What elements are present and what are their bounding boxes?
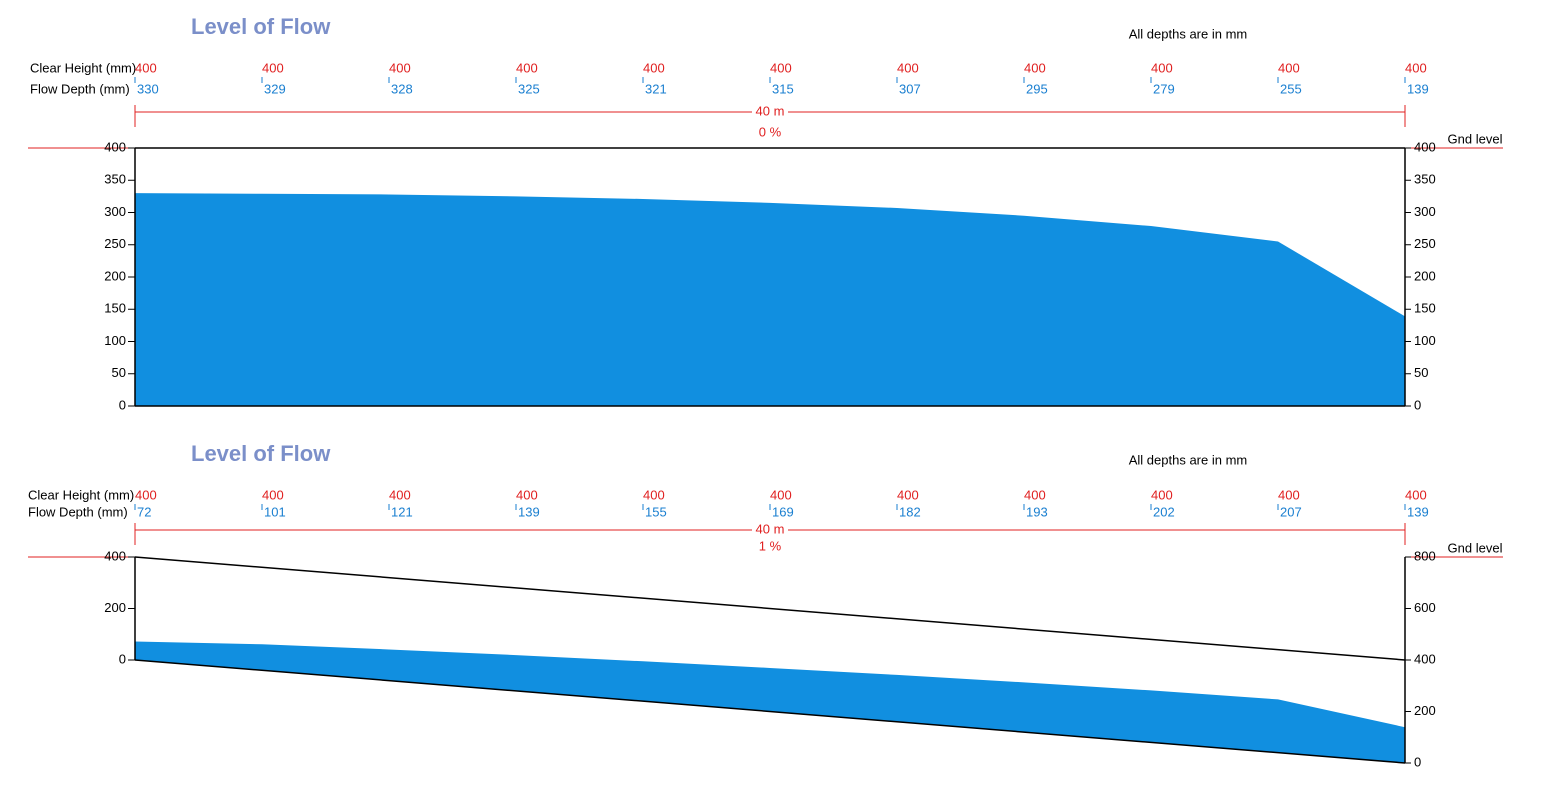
- slope-label: 0 %: [759, 124, 782, 139]
- flow-depth: 307: [899, 81, 921, 96]
- flow-depth: 325: [518, 81, 540, 96]
- clear-height: 400: [516, 487, 538, 502]
- clear-height: 400: [262, 487, 284, 502]
- flow-depth: 169: [772, 504, 794, 519]
- ground-label: Gnd level: [1448, 131, 1503, 146]
- clear-height: 400: [1151, 60, 1173, 75]
- flow-depth: 255: [1280, 81, 1302, 96]
- y-tick-label: 0: [119, 397, 126, 412]
- clear-height: 400: [389, 487, 411, 502]
- y-tick-label: 0: [119, 651, 126, 666]
- y-tick-label: 250: [104, 236, 126, 251]
- flow-depth: 279: [1153, 81, 1175, 96]
- clear-height: 400: [1024, 60, 1046, 75]
- y-tick-label: 400: [104, 139, 126, 154]
- flow-depth: 207: [1280, 504, 1302, 519]
- flow-depth: 328: [391, 81, 413, 96]
- clear-height: 400: [770, 487, 792, 502]
- y2-tick-label: 200: [1414, 268, 1436, 283]
- flow-depth: 139: [1407, 81, 1429, 96]
- clear-height: 400: [1278, 60, 1300, 75]
- clear-height: 400: [897, 487, 919, 502]
- flow-depth: 315: [772, 81, 794, 96]
- y2-tick-label: 400: [1414, 139, 1436, 154]
- row-label: Clear Height (mm): [30, 60, 136, 75]
- flow-area: [135, 641, 1405, 763]
- y-tick-label: 150: [104, 301, 126, 316]
- clear-height: 400: [1405, 60, 1427, 75]
- y2-tick-label: 800: [1414, 548, 1436, 563]
- y2-tick-label: 100: [1414, 333, 1436, 348]
- clear-height: 400: [770, 60, 792, 75]
- flow-depth: 295: [1026, 81, 1048, 96]
- depth-note: All depths are in mm: [1129, 26, 1248, 41]
- y2-tick-label: 250: [1414, 236, 1436, 251]
- slope-label: 1 %: [759, 538, 782, 553]
- clear-height: 400: [1278, 487, 1300, 502]
- clear-height: 400: [897, 60, 919, 75]
- flow-depth: 193: [1026, 504, 1048, 519]
- y2-tick-label: 400: [1414, 651, 1436, 666]
- y2-tick-label: 150: [1414, 301, 1436, 316]
- flow-depth: 321: [645, 81, 667, 96]
- flow-depth: 155: [645, 504, 667, 519]
- flow-depth: 330: [137, 81, 159, 96]
- clear-height: 400: [643, 487, 665, 502]
- y2-tick-label: 300: [1414, 204, 1436, 219]
- flow-area: [135, 193, 1405, 406]
- pipe-invert: [134, 659, 1406, 764]
- length-label: 40 m: [756, 521, 785, 536]
- y-tick-label: 400: [104, 548, 126, 563]
- y2-tick-label: 0: [1414, 754, 1421, 769]
- row-label: Flow Depth (mm): [28, 504, 128, 519]
- y2-tick-label: 350: [1414, 172, 1436, 187]
- y-tick-label: 100: [104, 333, 126, 348]
- flow-depth: 101: [264, 504, 286, 519]
- y-tick-label: 200: [104, 600, 126, 615]
- flow-depth: 202: [1153, 504, 1175, 519]
- clear-height: 400: [389, 60, 411, 75]
- flow-depth: 329: [264, 81, 286, 96]
- y-tick-label: 50: [112, 365, 126, 380]
- clear-height: 400: [262, 60, 284, 75]
- panel-title: Level of Flow: [191, 14, 331, 39]
- ground-label: Gnd level: [1448, 540, 1503, 555]
- y-tick-label: 350: [104, 172, 126, 187]
- clear-height: 400: [135, 487, 157, 502]
- flow-depth: 121: [391, 504, 413, 519]
- clear-height: 400: [516, 60, 538, 75]
- y-tick-label: 300: [104, 204, 126, 219]
- pipe-crown: [134, 556, 1406, 661]
- length-label: 40 m: [756, 103, 785, 118]
- y2-tick-label: 0: [1414, 397, 1421, 412]
- label-bg: [752, 522, 788, 538]
- y-tick-label: 200: [104, 268, 126, 283]
- flow-depth: 72: [137, 504, 151, 519]
- clear-height: 400: [1405, 487, 1427, 502]
- y2-tick-label: 600: [1414, 600, 1436, 615]
- clear-height: 400: [1151, 487, 1173, 502]
- flow-depth: 139: [518, 504, 540, 519]
- panel-title: Level of Flow: [191, 441, 331, 466]
- label-bg: [752, 104, 788, 120]
- flow-depth: 182: [899, 504, 921, 519]
- clear-height: 400: [135, 60, 157, 75]
- flow-depth: 139: [1407, 504, 1429, 519]
- row-label: Flow Depth (mm): [30, 81, 130, 96]
- row-label: Clear Height (mm): [28, 487, 134, 502]
- depth-note: All depths are in mm: [1129, 452, 1248, 467]
- clear-height: 400: [1024, 487, 1046, 502]
- clear-height: 400: [643, 60, 665, 75]
- y2-tick-label: 50: [1414, 365, 1428, 380]
- y2-tick-label: 200: [1414, 703, 1436, 718]
